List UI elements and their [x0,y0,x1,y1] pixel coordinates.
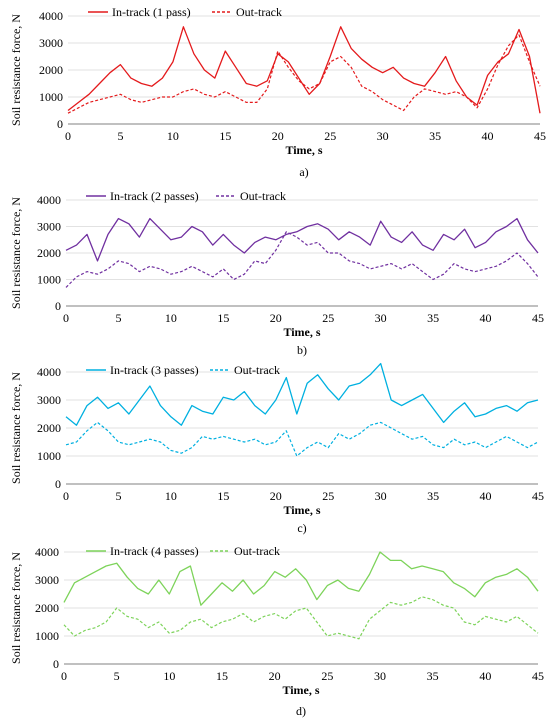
x-tick-label: 10 [163,669,175,683]
x-tick-label: 40 [480,489,492,503]
x-tick-label: 10 [167,129,179,143]
legend-label: Out-track [240,189,286,203]
x-tick-label: 35 [427,489,439,503]
x-tick-label: 5 [117,129,123,143]
y-tick-label: 2000 [37,421,61,435]
series-line-in-track [65,217,539,262]
y-tick-label: 2000 [37,246,61,260]
y-tick-label: 4000 [37,193,61,207]
x-tick-label: 15 [219,129,231,143]
y-tick-label: 1000 [37,273,61,287]
x-tick-label: 15 [217,489,229,503]
legend-label: In-track (3 passes) [110,363,199,377]
x-tick-label: 45 [532,669,544,683]
y-tick-label: 0 [53,657,59,671]
legend-label: Out-track [234,544,280,558]
series-line-out-track [67,34,541,114]
y-tick-label: 3000 [35,573,59,587]
chart-panel-a: 0 1000 2000 3000 4000 0 5 10 15 20 25 30 35 40 45 Time,… [9,5,546,179]
x-tick-label: 35 [427,311,439,325]
y-tick-label: 2000 [35,601,59,615]
x-axis-label: Time, s [282,683,319,697]
x-tick-label: 40 [482,129,494,143]
y-axis-label: Soil resistance force, N [9,197,23,309]
legend-label: In-track (2 passes) [110,189,199,203]
x-tick-label: 0 [61,669,67,683]
legend-label: In-track (1 pass) [112,5,191,19]
panel-caption: c) [297,521,306,535]
series-line-in-track [63,551,539,606]
x-tick-label: 40 [479,669,491,683]
x-tick-label: 30 [377,129,389,143]
x-tick-label: 35 [429,129,441,143]
x-tick-label: 15 [216,669,228,683]
series-line-in-track [67,26,541,114]
y-axis-label: Soil resistance force, N [9,14,23,126]
x-tick-label: 0 [65,129,71,143]
x-tick-label: 10 [165,489,177,503]
x-tick-label: 40 [480,311,492,325]
x-tick-label: 20 [270,311,282,325]
y-tick-label: 0 [57,117,63,131]
x-tick-label: 10 [165,311,177,325]
x-tick-label: 45 [532,311,544,325]
series-line-out-track [63,596,539,640]
y-tick-label: 2000 [39,63,63,77]
y-tick-label: 3000 [37,393,61,407]
x-axis-label: Time, s [285,143,322,157]
chart-panel-b: 0 1000 2000 3000 4000 0 5 10 15 20 25 30 35 40 45 Time,… [9,189,544,357]
x-tick-label: 45 [534,129,546,143]
y-tick-label: 3000 [39,36,63,50]
x-tick-label: 25 [324,129,336,143]
x-tick-label: 30 [375,311,387,325]
series-line-out-track [65,421,539,457]
x-tick-label: 20 [270,489,282,503]
y-tick-label: 4000 [39,9,63,23]
panel-caption: b) [297,343,307,357]
x-tick-label: 20 [272,129,284,143]
x-tick-label: 5 [114,669,120,683]
y-tick-label: 3000 [37,220,61,234]
x-tick-label: 15 [217,311,229,325]
x-axis-label: Time, s [283,325,320,339]
x-tick-label: 25 [322,311,334,325]
y-axis-label: Soil resistance force, N [9,372,23,484]
x-tick-label: 45 [532,489,544,503]
y-tick-label: 0 [55,299,61,313]
chart-panel-c: 0 1000 2000 3000 4000 0 5 10 15 20 25 30 35 40 45 Time,… [9,362,544,535]
legend-label: In-track (4 passes) [110,544,199,558]
x-tick-label: 20 [269,669,281,683]
panel-caption: d) [296,704,306,718]
x-tick-label: 5 [115,311,121,325]
series-line-out-track [65,231,539,288]
x-tick-label: 0 [63,311,69,325]
x-tick-label: 30 [374,669,386,683]
x-tick-label: 25 [322,489,334,503]
y-axis-label: Soil resistance force, N [9,552,23,664]
x-tick-label: 35 [427,669,439,683]
x-tick-label: 0 [63,489,69,503]
legend-label: Out-track [236,5,282,19]
chart-panel-d: 0 1000 2000 3000 4000 0 5 10 15 20 25 30 35 40 45 Time,… [9,544,544,718]
x-tick-label: 25 [321,669,333,683]
y-tick-label: 4000 [35,545,59,559]
panel-caption: a) [299,165,308,179]
y-tick-label: 1000 [37,449,61,463]
legend-label: Out-track [234,363,280,377]
y-tick-label: 1000 [39,90,63,104]
x-tick-label: 5 [115,489,121,503]
x-axis-label: Time, s [283,503,320,517]
y-tick-label: 1000 [35,629,59,643]
y-tick-label: 0 [55,477,61,491]
y-tick-label: 4000 [37,365,61,379]
series-line-in-track [65,362,539,426]
x-tick-label: 30 [375,489,387,503]
